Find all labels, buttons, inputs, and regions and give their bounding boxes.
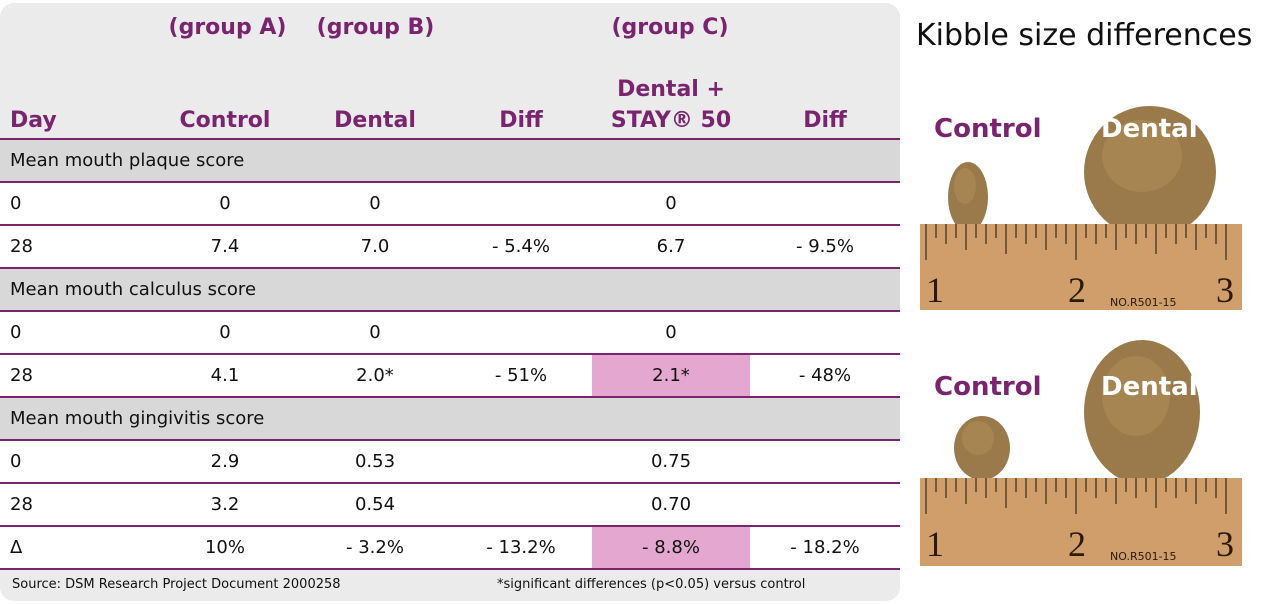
cell-stay: 0.70 xyxy=(592,482,750,526)
cell-stay: 0 xyxy=(592,181,750,225)
kibble-photo-2: 1 2 3 NO.R501-15 Control Dental xyxy=(920,338,1242,566)
cell-day: 0 xyxy=(0,181,150,225)
cell-diff-1 xyxy=(450,310,592,354)
table-row: 28 7.4 7.0 - 5.4% 6.7 - 9.5% xyxy=(0,224,900,268)
section-title: Mean mouth calculus score xyxy=(0,267,900,311)
table-row: 0 0 0 0 xyxy=(0,310,900,354)
cell-diff-2 xyxy=(750,482,900,526)
table-row: Δ 10% - 3.2% - 13.2% - 8.8% - 18.2% xyxy=(0,525,900,570)
cell-diff-1: - 13.2% xyxy=(450,525,592,570)
source-note: Source: DSM Research Project Document 20… xyxy=(12,577,341,592)
ruler-mark: 3 xyxy=(1216,270,1234,310)
table-row: 28 3.2 0.54 0.70 xyxy=(0,482,900,526)
group-b-label: (group B) xyxy=(316,15,435,40)
dental-label: Dental xyxy=(1101,372,1198,402)
results-table: Mean mouth plaque score 0 0 0 0 28 7.4 7… xyxy=(0,138,900,570)
cell-diff-2: - 18.2% xyxy=(750,525,900,570)
ruler xyxy=(920,224,1242,310)
cell-day: 0 xyxy=(0,310,150,354)
control-label: Control xyxy=(934,372,1041,402)
cell-stay-highlighted: 2.1* xyxy=(592,353,750,397)
ruler-code: NO.R501-15 xyxy=(1110,550,1177,563)
ruler-mark: 1 xyxy=(926,270,944,310)
cell-dental: 0 xyxy=(300,310,450,354)
cell-stay: 0 xyxy=(592,310,750,354)
cell-control: 7.4 xyxy=(150,224,300,268)
header-stay-line1: Dental + xyxy=(617,77,725,102)
header-diff-1: Diff xyxy=(499,108,543,133)
cell-control: 4.1 xyxy=(150,353,300,397)
cell-stay: 6.7 xyxy=(592,224,750,268)
cell-day: 28 xyxy=(0,482,150,526)
table-row: 0 2.9 0.53 0.75 xyxy=(0,439,900,483)
cell-dental: 0.53 xyxy=(300,439,450,483)
cell-diff-2: - 48% xyxy=(750,353,900,397)
cell-dental: 2.0* xyxy=(300,353,450,397)
cell-diff-1: - 5.4% xyxy=(450,224,592,268)
cell-diff-1 xyxy=(450,439,592,483)
cell-control: 10% xyxy=(150,525,300,570)
cell-diff-2 xyxy=(750,310,900,354)
cell-diff-1 xyxy=(450,181,592,225)
dental-label: Dental xyxy=(1101,114,1198,144)
ruler xyxy=(920,478,1242,566)
cell-day: 28 xyxy=(0,353,150,397)
significance-note: *significant differences (p<0.05) versus… xyxy=(497,577,806,592)
group-c-label: (group C) xyxy=(611,15,729,40)
group-a-label: (group A) xyxy=(168,15,287,40)
cell-stay-highlighted: - 8.8% xyxy=(592,525,750,570)
cell-control: 3.2 xyxy=(150,482,300,526)
header-control: Control xyxy=(179,108,271,133)
cell-day: 28 xyxy=(0,224,150,268)
cell-diff-2: - 9.5% xyxy=(750,224,900,268)
header-stay-line2: STAY® 50 xyxy=(610,108,732,133)
ruler-mark: 1 xyxy=(926,524,944,564)
ruler-mark: 2 xyxy=(1068,524,1086,564)
ruler-code: NO.R501-15 xyxy=(1110,296,1177,309)
table-row: 0 0 0 0 xyxy=(0,181,900,225)
results-table-panel: (group A) (group B) (group C) Day Contro… xyxy=(0,3,900,601)
ruler-mark: 3 xyxy=(1216,524,1234,564)
cell-control: 2.9 xyxy=(150,439,300,483)
cell-dental: 0.54 xyxy=(300,482,450,526)
cell-day: 0 xyxy=(0,439,150,483)
section-gingivitis-row: Mean mouth gingivitis score xyxy=(0,396,900,440)
header-dental: Dental xyxy=(334,108,416,133)
control-label: Control xyxy=(934,114,1041,144)
cell-day: Δ xyxy=(0,525,150,570)
cell-diff-1 xyxy=(450,482,592,526)
section-plaque-row: Mean mouth plaque score xyxy=(0,138,900,182)
cell-diff-2 xyxy=(750,181,900,225)
kibble-title: Kibble size differences xyxy=(916,18,1253,53)
header-day: Day xyxy=(10,108,57,133)
cell-stay: 0.75 xyxy=(592,439,750,483)
table-row: 28 4.1 2.0* - 51% 2.1* - 48% xyxy=(0,353,900,397)
ruler-mark: 2 xyxy=(1068,270,1086,310)
section-calculus-row: Mean mouth calculus score xyxy=(0,267,900,311)
section-title: Mean mouth gingivitis score xyxy=(0,396,900,440)
kibble-photo-1: 1 2 3 NO.R501-15 Control Dental xyxy=(920,82,1242,310)
cell-dental: - 3.2% xyxy=(300,525,450,570)
cell-dental: 7.0 xyxy=(300,224,450,268)
cell-diff-1: - 51% xyxy=(450,353,592,397)
cell-diff-2 xyxy=(750,439,900,483)
section-title: Mean mouth plaque score xyxy=(0,138,900,182)
header-diff-2: Diff xyxy=(803,108,847,133)
cell-control: 0 xyxy=(150,181,300,225)
cell-control: 0 xyxy=(150,310,300,354)
cell-dental: 0 xyxy=(300,181,450,225)
